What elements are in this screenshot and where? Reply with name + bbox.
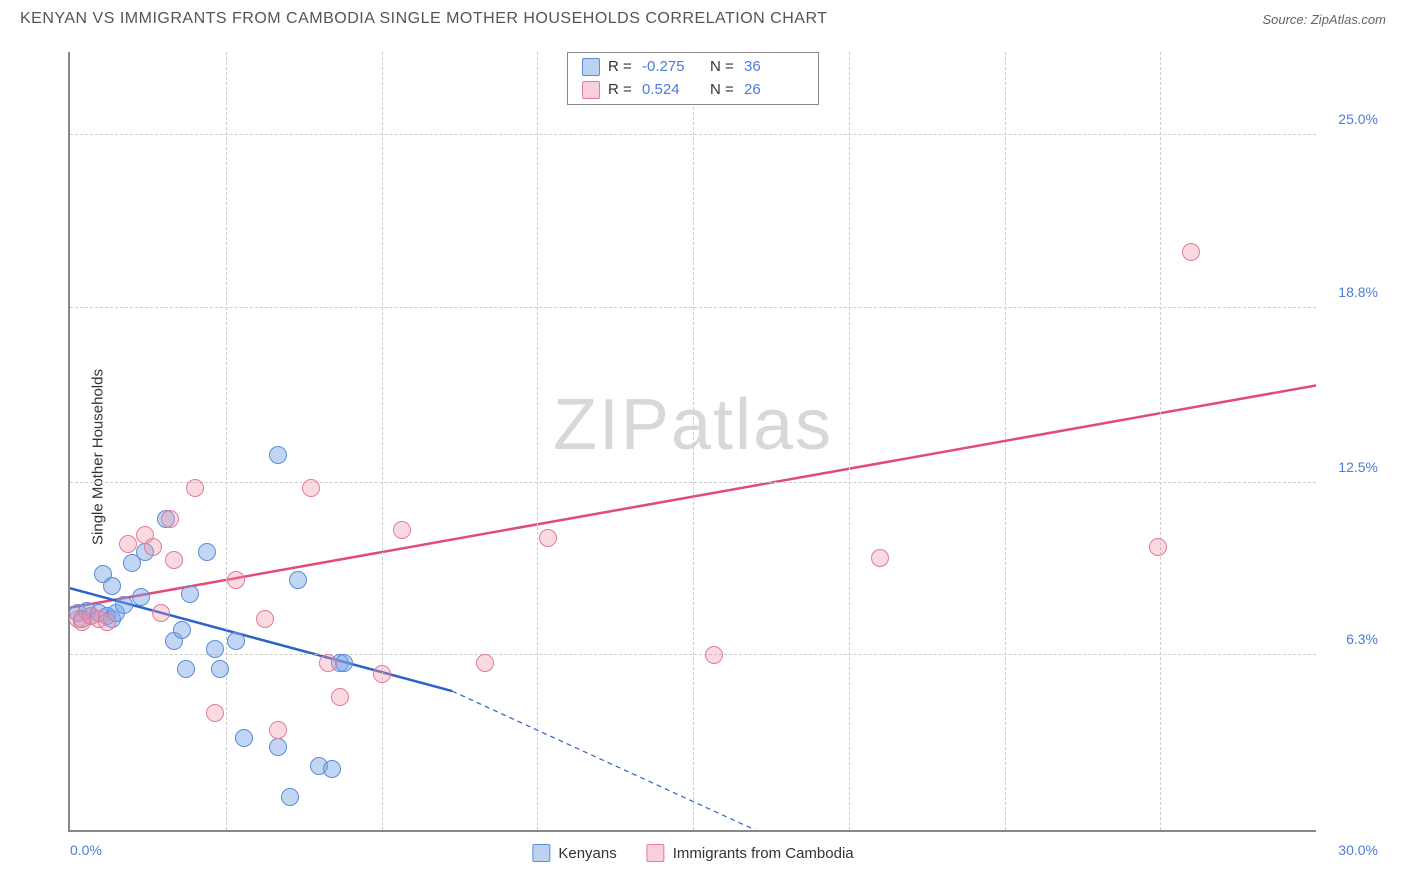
legend-row-kenyans: R = -0.275 N = 36: [582, 56, 804, 79]
data-point: [206, 704, 224, 722]
data-point: [177, 660, 195, 678]
source-label: Source:: [1262, 12, 1310, 27]
data-point: [256, 610, 274, 628]
swatch-pink: [647, 844, 665, 862]
r-value: 0.524: [642, 79, 702, 102]
data-point: [373, 665, 391, 683]
data-point: [227, 632, 245, 650]
data-point: [115, 596, 133, 614]
y-tick-label: 25.0%: [1338, 111, 1378, 127]
chart-area: Single Mother Households ZIPatlas R = -0…: [20, 42, 1386, 872]
watermark-atlas: atlas: [671, 385, 833, 465]
gridline-v: [382, 52, 383, 830]
x-tick-min: 0.0%: [70, 842, 102, 858]
chart-header: KENYAN VS IMMIGRANTS FROM CAMBODIA SINGL…: [0, 0, 1406, 33]
data-point: [161, 510, 179, 528]
gridline-v: [1005, 52, 1006, 830]
watermark-zip: ZIP: [553, 385, 671, 465]
source-credit: Source: ZipAtlas.com: [1262, 12, 1386, 27]
data-point: [152, 604, 170, 622]
data-point: [181, 585, 199, 603]
legend-item-kenyans: Kenyans: [532, 844, 616, 862]
n-label: N =: [710, 79, 736, 102]
data-point: [302, 479, 320, 497]
source-link[interactable]: ZipAtlas.com: [1311, 12, 1386, 27]
data-point: [144, 538, 162, 556]
data-point: [227, 571, 245, 589]
legend-label: Immigrants from Cambodia: [673, 845, 854, 862]
data-point: [393, 521, 411, 539]
series-legend: Kenyans Immigrants from Cambodia: [532, 844, 853, 862]
data-point: [289, 571, 307, 589]
y-tick-label: 12.5%: [1338, 459, 1378, 475]
data-point: [269, 446, 287, 464]
n-label: N =: [710, 56, 736, 79]
legend-row-cambodia: R = 0.524 N = 26: [582, 79, 804, 102]
data-point: [173, 621, 191, 639]
r-value: -0.275: [642, 56, 702, 79]
r-label: R =: [608, 79, 634, 102]
gridline-v: [1160, 52, 1161, 830]
data-point: [269, 738, 287, 756]
swatch-blue: [532, 844, 550, 862]
data-point: [103, 577, 121, 595]
data-point: [539, 529, 557, 547]
data-point: [98, 613, 116, 631]
data-point: [871, 549, 889, 567]
data-point: [335, 654, 353, 672]
gridline-v: [226, 52, 227, 830]
data-point: [319, 654, 337, 672]
plot-region: ZIPatlas R = -0.275 N = 36 R = 0.524 N =…: [68, 52, 1316, 832]
data-point: [211, 660, 229, 678]
gridline-v: [537, 52, 538, 830]
legend-item-cambodia: Immigrants from Cambodia: [647, 844, 854, 862]
n-value: 26: [744, 79, 804, 102]
data-point: [281, 788, 299, 806]
data-point: [331, 688, 349, 706]
y-tick-label: 6.3%: [1346, 631, 1378, 647]
data-point: [476, 654, 494, 672]
gridline-v: [849, 52, 850, 830]
data-point: [705, 646, 723, 664]
data-point: [269, 721, 287, 739]
data-point: [206, 640, 224, 658]
legend-label: Kenyans: [558, 845, 616, 862]
swatch-blue: [582, 58, 600, 76]
data-point: [235, 729, 253, 747]
n-value: 36: [744, 56, 804, 79]
data-point: [323, 760, 341, 778]
y-tick-label: 18.8%: [1338, 284, 1378, 300]
data-point: [198, 543, 216, 561]
chart-title: KENYAN VS IMMIGRANTS FROM CAMBODIA SINGL…: [20, 10, 827, 28]
data-point: [132, 588, 150, 606]
gridline-v: [693, 52, 694, 830]
data-point: [186, 479, 204, 497]
data-point: [1149, 538, 1167, 556]
r-label: R =: [608, 56, 634, 79]
x-tick-max: 30.0%: [1338, 842, 1378, 858]
data-point: [1182, 243, 1200, 261]
correlation-legend: R = -0.275 N = 36 R = 0.524 N = 26: [567, 52, 819, 105]
data-point: [119, 535, 137, 553]
swatch-pink: [582, 81, 600, 99]
data-point: [165, 551, 183, 569]
